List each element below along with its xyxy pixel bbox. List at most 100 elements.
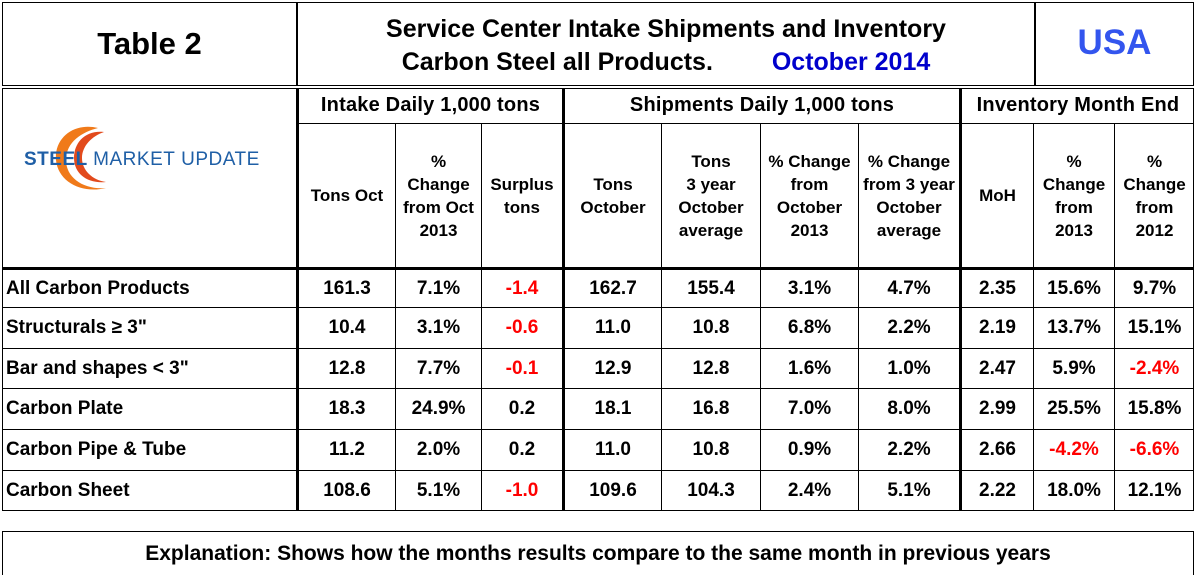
table-cell: -0.1 [505, 357, 539, 379]
table-cell: 7.1% [416, 277, 461, 299]
logo-word-update: UPDATE [181, 149, 260, 170]
title-line-1: Service Center Intake Shipments and Inve… [386, 15, 946, 43]
column-header-4: Tons October [565, 124, 661, 267]
table-cell: 18.0% [1047, 480, 1101, 501]
table-cell: 12.1% [1127, 480, 1182, 501]
table-cell: 1.6% [787, 357, 832, 379]
table-cell: 2.99 [979, 398, 1016, 419]
table-cell: 2.19 [979, 317, 1016, 338]
table-cell: 104.3 [687, 480, 735, 501]
table-cell: 2.47 [979, 357, 1016, 379]
table-cell: 8.0% [887, 398, 931, 419]
region-label: USA [1077, 23, 1152, 62]
table-cell: 2.2% [887, 317, 931, 338]
column-header-line: % [430, 151, 447, 171]
column-header-1: Tons Oct [299, 124, 395, 267]
table-cell: 15.6% [1047, 277, 1101, 299]
data-table [2, 88, 1194, 511]
column-header-line: 2012 [1135, 220, 1174, 240]
column-header-line: MoH [979, 186, 1016, 205]
period-label: October 2014 [771, 48, 931, 76]
region-box: USA [1035, 2, 1194, 86]
column-header-line: 3 year [686, 174, 736, 194]
table-cell: -4.2% [1049, 439, 1099, 460]
column-header-line: from [1055, 197, 1093, 217]
column-header-line: Surplus [490, 174, 554, 194]
table-cell: 2.0% [416, 439, 461, 460]
group-inventory: Inventory Month End [976, 94, 1180, 116]
table-cell: 2.4% [787, 480, 832, 501]
table-cell: 6.8% [787, 317, 832, 338]
column-header-line: from [790, 174, 829, 194]
table-cell: 7.0% [787, 398, 832, 419]
column-header-line: 2013 [790, 220, 829, 240]
table-cell: 109.6 [589, 480, 637, 501]
table-cell: 15.1% [1127, 317, 1182, 338]
column-header-2: % Change from Oct 2013 [396, 124, 481, 267]
table-cell: 0.2 [508, 439, 536, 460]
column-header-line: % [1146, 151, 1163, 171]
row-label: Bar and shapes < 3" [6, 357, 189, 379]
table-cell: 15.8% [1127, 398, 1182, 419]
table-cell: 2.35 [979, 277, 1016, 299]
table-cell: 18.1 [594, 398, 632, 419]
table-cell: 155.4 [687, 277, 735, 299]
table-cell: 18.3 [328, 398, 366, 419]
column-header-line: average [876, 220, 942, 240]
logo-word-market: MARKET [93, 149, 176, 170]
column-header-line: October [678, 197, 744, 217]
table-cell: 12.8 [328, 357, 366, 379]
column-header-line: average [678, 220, 744, 240]
column-header-line: % Change [867, 151, 951, 171]
explanation-text: Explanation: Shows how the months result… [145, 541, 1051, 565]
column-header-3: Surplus tons [482, 124, 562, 267]
column-header-line: % [1066, 151, 1082, 171]
table-cell: 3.1% [787, 277, 832, 299]
column-header-8: MoH [962, 124, 1033, 267]
table-cell: 108.6 [323, 480, 371, 501]
table-cell: 11.0 [595, 317, 631, 338]
column-header-line: tons [504, 197, 540, 217]
row-label: Carbon Plate [6, 398, 124, 419]
row-label: Carbon Pipe & Tube [6, 439, 187, 460]
column-header-line: from Oct [403, 197, 474, 217]
row-label: Carbon Sheet [6, 480, 130, 501]
table-cell: 5.9% [1052, 357, 1096, 379]
title-line-2: Carbon Steel all Products. [401, 48, 713, 76]
column-header-line: Change [1123, 174, 1186, 194]
column-header-6: % Change from October 2013 [761, 124, 858, 267]
table-cell: 161.3 [323, 277, 371, 299]
table-cell: 10.8 [692, 439, 730, 460]
table-label: Table 2 [97, 26, 202, 61]
table-cell: -1.4 [505, 277, 539, 299]
column-header-line: October [876, 197, 942, 217]
column-header-line: Tons [593, 174, 633, 194]
table-cell: 9.7% [1132, 277, 1177, 299]
table-cell: -2.4% [1129, 357, 1180, 379]
column-header-line: Change [1042, 174, 1106, 194]
column-header-7: % Change from 3 year October average [859, 124, 959, 267]
steel-market-update-logo: STEEL MARKET UPDATE [10, 120, 280, 200]
title-box: Service Center Intake Shipments and Inve… [297, 2, 1035, 86]
table-cell: 11.0 [595, 439, 631, 460]
column-header-line: Change [407, 174, 470, 194]
table-label-box: Table 2 [2, 2, 297, 86]
column-header-5: Tons 3 year October average [662, 124, 760, 267]
logo-word-steel: STEEL [24, 149, 88, 170]
column-header-line: 2013 [1055, 220, 1093, 240]
table-cell: 12.8 [692, 357, 730, 379]
column-header-line: October [580, 197, 646, 217]
column-header-line: from [1135, 197, 1174, 217]
explanation-box: Explanation: Shows how the months result… [2, 531, 1194, 575]
table-cell: 4.7% [887, 277, 931, 299]
table-cell: 1.0% [887, 357, 931, 379]
table-cell: 162.7 [589, 277, 637, 299]
row-label: All Carbon Products [6, 277, 190, 299]
row-label: Structurals ≥ 3" [6, 317, 147, 338]
table-cell: 0.9% [787, 439, 832, 460]
table-cell: -0.6 [505, 317, 539, 338]
table-cell: 2.66 [979, 439, 1016, 460]
column-header-line: Tons Oct [310, 186, 384, 205]
table-cell: 11.2 [329, 439, 365, 460]
table-cell: 7.7% [416, 357, 461, 379]
